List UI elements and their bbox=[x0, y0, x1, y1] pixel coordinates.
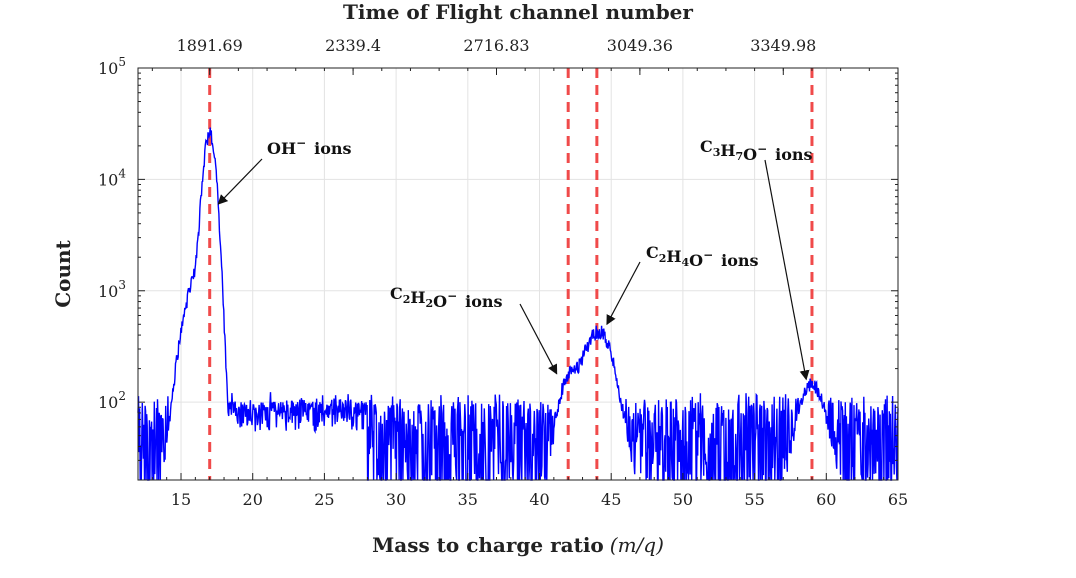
x-axis-title: Mass to charge ratio (m/q) bbox=[372, 533, 664, 557]
y-tick-label: 105 bbox=[98, 55, 126, 78]
top-tick-label: 2716.83 bbox=[463, 36, 529, 55]
y-tick-label: 102 bbox=[98, 389, 126, 412]
x-tick-label: 25 bbox=[314, 490, 334, 509]
x-tick-label: 40 bbox=[529, 490, 549, 509]
ion-label: C3H7O− ions bbox=[700, 137, 813, 164]
x-tick-label: 15 bbox=[171, 490, 191, 509]
x-axis-title-math: (m/q) bbox=[610, 533, 664, 557]
annotation-arrow bbox=[519, 303, 558, 375]
x-tick-label: 30 bbox=[386, 490, 406, 509]
x-axis-title-text: Mass to charge ratio bbox=[372, 533, 604, 557]
top-tick-label: 3349.98 bbox=[750, 36, 816, 55]
x-tick-label: 20 bbox=[243, 490, 263, 509]
x-tick-label: 65 bbox=[888, 490, 908, 509]
x-tick-label: 55 bbox=[744, 490, 764, 509]
top-axis-title: Time of Flight channel number bbox=[343, 0, 693, 24]
x-tick-label: 45 bbox=[601, 490, 621, 509]
spectrum-series bbox=[137, 127, 899, 481]
y-tick-label: 103 bbox=[98, 278, 126, 301]
annotation-arrow bbox=[764, 159, 810, 381]
x-tick-label: 50 bbox=[673, 490, 693, 509]
top-tick-label: 1891.69 bbox=[177, 36, 243, 55]
top-tick-label: 2339.4 bbox=[325, 36, 381, 55]
ion-label: C2H2O− ions bbox=[390, 284, 503, 311]
spectrum-line bbox=[137, 127, 899, 481]
axis-ticks: 15 20 25 30 35 40 45 50 55 60 65 102 103 104 105 1891.6… bbox=[98, 36, 908, 509]
ion-label: OH− ions bbox=[267, 136, 352, 158]
plot-frame bbox=[137, 67, 899, 481]
y-axis-title: Count bbox=[51, 239, 75, 307]
top-tick-label: 3049.36 bbox=[607, 36, 673, 55]
y-tick-label: 104 bbox=[98, 166, 126, 189]
annotation-arrow bbox=[606, 261, 641, 326]
x-tick-label: 35 bbox=[458, 490, 478, 509]
peak-annotations: OH− ions C2H2O− ions C2H4O− ions C3H7O− ions bbox=[217, 136, 813, 381]
annotation-arrow bbox=[217, 158, 263, 205]
x-tick-label: 60 bbox=[816, 490, 836, 509]
ion-label: C2H4O− ions bbox=[646, 243, 759, 270]
